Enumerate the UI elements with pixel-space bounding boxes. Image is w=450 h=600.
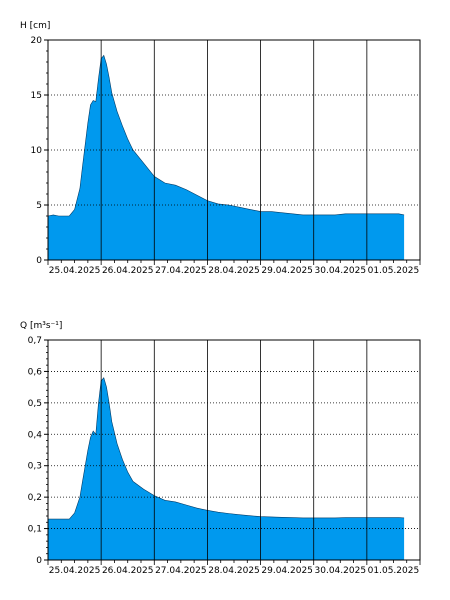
q-xtick-label: 01.05.2025: [368, 566, 420, 576]
q-ytick-label: 0,3: [28, 462, 42, 472]
discharge-axis-label: Q [m³s⁻¹]: [20, 321, 62, 331]
h-ytick-label: 0: [36, 256, 42, 266]
q-ytick-label: 0,4: [28, 430, 43, 440]
h-xtick-label: 27.04.2025: [155, 266, 207, 276]
h-xtick-label: 28.04.2025: [208, 266, 260, 276]
q-series-area: [48, 377, 405, 560]
q-xtick-label: 26.04.2025: [102, 566, 154, 576]
q-ytick-label: 0,5: [28, 399, 42, 409]
h-series-area: [48, 55, 405, 261]
q-ytick-label: 0,1: [28, 525, 42, 535]
q-ytick-label: 0: [36, 556, 42, 566]
q-xtick-label: 27.04.2025: [155, 566, 207, 576]
q-ytick-label: 0,2: [28, 493, 42, 503]
q-ytick-label: 0,7: [28, 336, 42, 346]
h-xtick-label: 30.04.2025: [315, 266, 367, 276]
q-xtick-label: 25.04.2025: [49, 566, 101, 576]
water-level-chart: H [cm] 0 5 10 15 20 25.04.2025 26.04.2025 27.04…: [20, 21, 421, 276]
q-plot-frame: [47, 339, 421, 561]
h-xtick-label: 01.05.2025: [368, 266, 420, 276]
h-ytick-label: 15: [31, 91, 42, 101]
q-xtick-label: 30.04.2025: [315, 566, 367, 576]
q-xtick-label: 29.04.2025: [261, 566, 313, 576]
q-ytick-label: 0,6: [28, 367, 43, 377]
h-xtick-label: 25.04.2025: [49, 266, 101, 276]
water-level-axis-label: H [cm]: [20, 21, 50, 31]
h-ytick-label: 5: [36, 201, 42, 211]
h-plot-frame: [47, 39, 421, 261]
h-ytick-label: 10: [31, 146, 43, 156]
h-xtick-label: 29.04.2025: [261, 266, 313, 276]
h-ytick-label: 20: [31, 36, 43, 46]
discharge-chart: Q [m³s⁻¹] 0 0,1 0,2 0,3 0,4 0,5 0,6 0,7 25.04.20…: [20, 321, 421, 576]
q-xtick-label: 28.04.2025: [208, 566, 260, 576]
h-xtick-label: 26.04.2025: [102, 266, 154, 276]
